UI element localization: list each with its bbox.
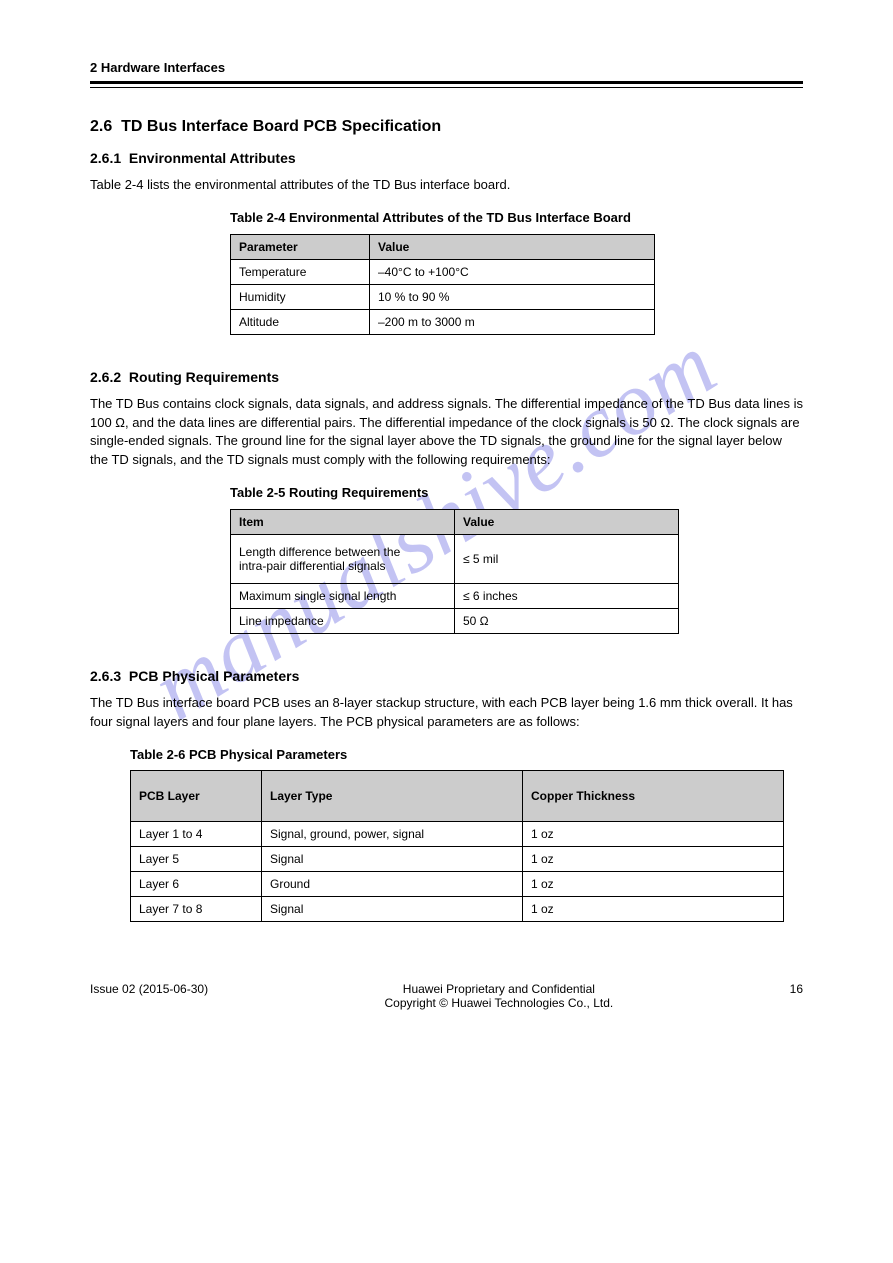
col-parameter: Parameter — [231, 234, 370, 259]
pcb-table: PCB Layer Layer Type Copper Thickness La… — [130, 770, 784, 922]
subsection-title: Environmental Attributes — [129, 150, 296, 166]
cell: Humidity — [231, 284, 370, 309]
cell: Layer 6 — [131, 872, 262, 897]
cell: Length difference between the intra-pair… — [231, 534, 455, 583]
subsection-title: Routing Requirements — [129, 369, 279, 385]
cell: Temperature — [231, 259, 370, 284]
cell: –40°C to +100°C — [370, 259, 655, 284]
table-caption: Table 2-4 Environmental Attributes of th… — [230, 209, 803, 228]
cell: Maximum single signal length — [231, 583, 455, 608]
subsection-heading: 2.6.3 PCB Physical Parameters — [90, 668, 803, 684]
cell: –200 m to 3000 m — [370, 309, 655, 334]
header-rule-thin — [90, 87, 803, 88]
cell: Line impedance — [231, 608, 455, 633]
table-header-row: PCB Layer Layer Type Copper Thickness — [131, 771, 784, 822]
cell: Signal — [262, 897, 523, 922]
table-header-row: Parameter Value — [231, 234, 655, 259]
paragraph: The TD Bus interface board PCB uses an 8… — [90, 694, 803, 732]
cell: 1 oz — [523, 897, 784, 922]
cell: Signal, ground, power, signal — [262, 822, 523, 847]
table-row: Temperature –40°C to +100°C — [231, 259, 655, 284]
cell: Altitude — [231, 309, 370, 334]
table-header-row: Item Value — [231, 509, 679, 534]
table-row: Maximum single signal length ≤ 6 inches — [231, 583, 679, 608]
cell: 1 oz — [523, 847, 784, 872]
cell: ≤ 5 mil — [455, 534, 679, 583]
cell: 50 Ω — [455, 608, 679, 633]
cell: Layer 5 — [131, 847, 262, 872]
table-row: Line impedance 50 Ω — [231, 608, 679, 633]
subsection-number: 2.6.1 — [90, 150, 121, 166]
header-rule-thick — [90, 81, 803, 84]
routing-table: Item Value Length difference between the… — [230, 509, 679, 634]
page-footer: Issue 02 (2015-06-30) Huawei Proprietary… — [90, 982, 803, 1010]
cell: 1 oz — [523, 872, 784, 897]
table-row: Length difference between the intra-pair… — [231, 534, 679, 583]
cell: Ground — [262, 872, 523, 897]
cell: Layer 7 to 8 — [131, 897, 262, 922]
col-thickness: Copper Thickness — [523, 771, 784, 822]
col-type: Layer Type — [262, 771, 523, 822]
subsection-number: 2.6.2 — [90, 369, 121, 385]
footer-right: 16 — [790, 982, 803, 1010]
table-row: Layer 6 Ground 1 oz — [131, 872, 784, 897]
cell: 10 % to 90 % — [370, 284, 655, 309]
cell: Signal — [262, 847, 523, 872]
intro-paragraph: Table 2-4 lists the environmental attrib… — [90, 176, 803, 195]
paragraph: The TD Bus contains clock signals, data … — [90, 395, 803, 470]
table-row: Layer 1 to 4 Signal, ground, power, sign… — [131, 822, 784, 847]
table-row: Humidity 10 % to 90 % — [231, 284, 655, 309]
col-item: Item — [231, 509, 455, 534]
section-title: TD Bus Interface Board PCB Specification — [121, 118, 441, 135]
table-row: Layer 5 Signal 1 oz — [131, 847, 784, 872]
page-header: 2 Hardware Interfaces — [90, 60, 803, 75]
cell: ≤ 6 inches — [455, 583, 679, 608]
col-layer: PCB Layer — [131, 771, 262, 822]
subsection-title: PCB Physical Parameters — [129, 668, 299, 684]
table-caption: Table 2-6 PCB Physical Parameters — [130, 746, 803, 765]
subsection-heading: 2.6.1 Environmental Attributes — [90, 150, 803, 166]
col-value: Value — [455, 509, 679, 534]
subsection-number: 2.6.3 — [90, 668, 121, 684]
table-row: Layer 7 to 8 Signal 1 oz — [131, 897, 784, 922]
footer-left: Issue 02 (2015-06-30) — [90, 982, 208, 1010]
section-number: 2.6 — [90, 118, 112, 135]
table-row: Altitude –200 m to 3000 m — [231, 309, 655, 334]
section-heading: 2.6 TD Bus Interface Board PCB Specifica… — [90, 118, 803, 136]
footer-center: Huawei Proprietary and Confidential Copy… — [384, 982, 613, 1010]
cell: Layer 1 to 4 — [131, 822, 262, 847]
table-caption: Table 2-5 Routing Requirements — [230, 484, 803, 503]
subsection-heading: 2.6.2 Routing Requirements — [90, 369, 803, 385]
environmental-table: Parameter Value Temperature –40°C to +10… — [230, 234, 655, 335]
cell: 1 oz — [523, 822, 784, 847]
col-value: Value — [370, 234, 655, 259]
